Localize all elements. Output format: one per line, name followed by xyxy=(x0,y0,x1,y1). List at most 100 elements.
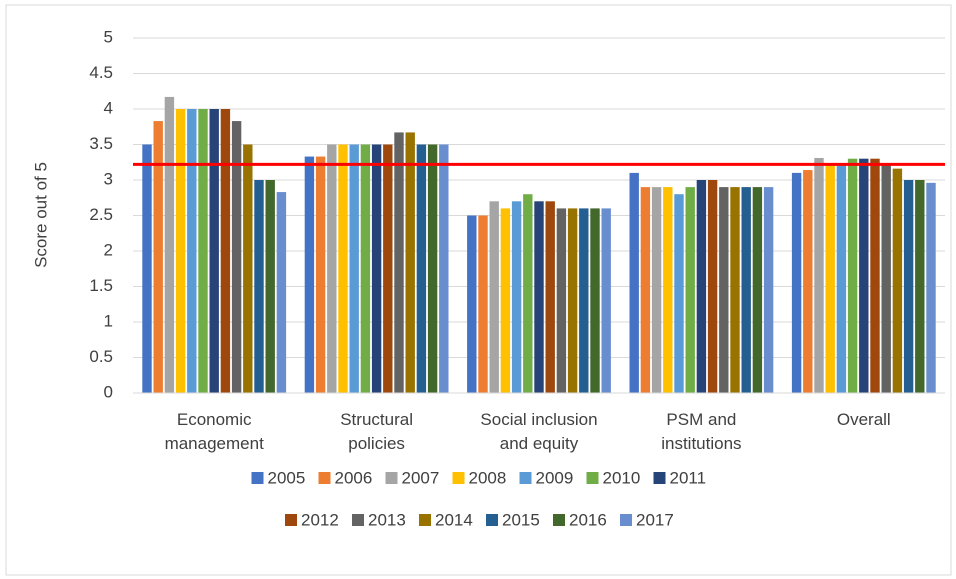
bar xyxy=(500,208,511,393)
y-tick-label: 2.5 xyxy=(89,205,113,224)
legend-swatch xyxy=(653,472,666,484)
bar xyxy=(142,144,152,393)
legend-label: 2016 xyxy=(569,510,607,529)
legend-label: 2017 xyxy=(636,510,674,529)
bar xyxy=(870,158,880,393)
bar xyxy=(567,208,578,393)
x-tick-label: Structural policies xyxy=(340,410,413,453)
legend-swatch xyxy=(318,472,331,484)
bar xyxy=(198,109,208,393)
bar xyxy=(707,180,718,393)
bar xyxy=(674,194,684,393)
bar xyxy=(439,144,449,393)
bar xyxy=(741,187,751,393)
bar xyxy=(187,109,197,393)
bar xyxy=(534,201,544,393)
bar xyxy=(371,144,382,393)
x-tick-label: Economic management xyxy=(164,410,264,453)
legend-label: 2006 xyxy=(335,468,373,487)
bar xyxy=(489,201,499,393)
bar xyxy=(590,208,600,393)
bar xyxy=(926,182,936,393)
bar xyxy=(231,121,242,393)
bar xyxy=(394,132,404,393)
legend-label: 2008 xyxy=(469,468,507,487)
legend-swatch xyxy=(519,472,532,484)
bar xyxy=(175,109,186,393)
bar xyxy=(915,180,925,393)
bar xyxy=(338,144,348,393)
bar xyxy=(164,96,175,394)
bar xyxy=(730,187,740,393)
legend-label: 2005 xyxy=(268,468,306,487)
bar xyxy=(892,168,903,393)
legend-label: 2012 xyxy=(301,510,339,529)
bar xyxy=(220,109,231,393)
bar xyxy=(209,109,219,393)
bar xyxy=(663,187,673,393)
legend-label: 2011 xyxy=(670,468,707,487)
legend-swatch xyxy=(486,514,498,526)
x-tick-label: Overall xyxy=(836,410,891,429)
bar xyxy=(556,208,567,393)
y-tick-label: 1.5 xyxy=(89,276,113,295)
legend-swatch xyxy=(352,514,364,526)
legend-swatch xyxy=(452,472,465,484)
y-tick-label: 1 xyxy=(104,311,113,330)
legend-label: 2009 xyxy=(536,468,574,487)
legend-label: 2014 xyxy=(435,510,473,529)
y-axis-title: Score out of 5 xyxy=(31,162,50,268)
bar xyxy=(265,180,275,393)
legend-swatch xyxy=(251,472,264,484)
legend-label: 2015 xyxy=(502,510,540,529)
bar xyxy=(523,194,533,393)
bar xyxy=(836,164,847,393)
bar xyxy=(416,144,427,393)
bar xyxy=(478,215,488,393)
legend-swatch xyxy=(419,514,431,526)
bar xyxy=(427,144,438,393)
bar xyxy=(629,172,639,393)
bar xyxy=(360,144,371,393)
bar xyxy=(383,144,393,393)
y-tick-label: 3 xyxy=(104,169,113,188)
y-tick-label: 0.5 xyxy=(89,347,113,366)
bar xyxy=(349,144,359,393)
legend-label: 2007 xyxy=(402,468,440,487)
bar xyxy=(696,180,707,393)
bar xyxy=(791,172,802,393)
bar xyxy=(651,187,662,393)
bar xyxy=(859,158,869,393)
bar xyxy=(327,144,337,393)
bar xyxy=(405,132,415,393)
y-tick-label: 3.5 xyxy=(89,134,113,153)
legend-swatch xyxy=(385,472,398,484)
bar xyxy=(601,208,611,393)
x-tick-label: Social inclusion and equity xyxy=(480,410,598,453)
bar xyxy=(276,192,287,393)
bar xyxy=(847,158,858,393)
y-tick-label: 5 xyxy=(104,27,113,46)
bar xyxy=(153,121,163,393)
y-tick-label: 4.5 xyxy=(89,63,113,82)
bar xyxy=(243,144,253,393)
bar xyxy=(903,180,914,393)
bar xyxy=(763,187,774,393)
legend-label: 2010 xyxy=(603,468,641,487)
legend-swatch xyxy=(285,514,297,526)
bar xyxy=(825,164,835,393)
legend-swatch xyxy=(553,514,565,526)
bar xyxy=(315,156,326,393)
bar xyxy=(752,187,763,393)
bar xyxy=(511,201,522,393)
bar xyxy=(640,187,651,393)
y-tick-label: 4 xyxy=(104,98,113,117)
bar xyxy=(803,170,813,393)
bar xyxy=(467,215,477,393)
bar xyxy=(304,156,315,393)
bar xyxy=(881,164,891,393)
y-tick-label: 0 xyxy=(104,382,113,401)
bar xyxy=(254,180,264,393)
